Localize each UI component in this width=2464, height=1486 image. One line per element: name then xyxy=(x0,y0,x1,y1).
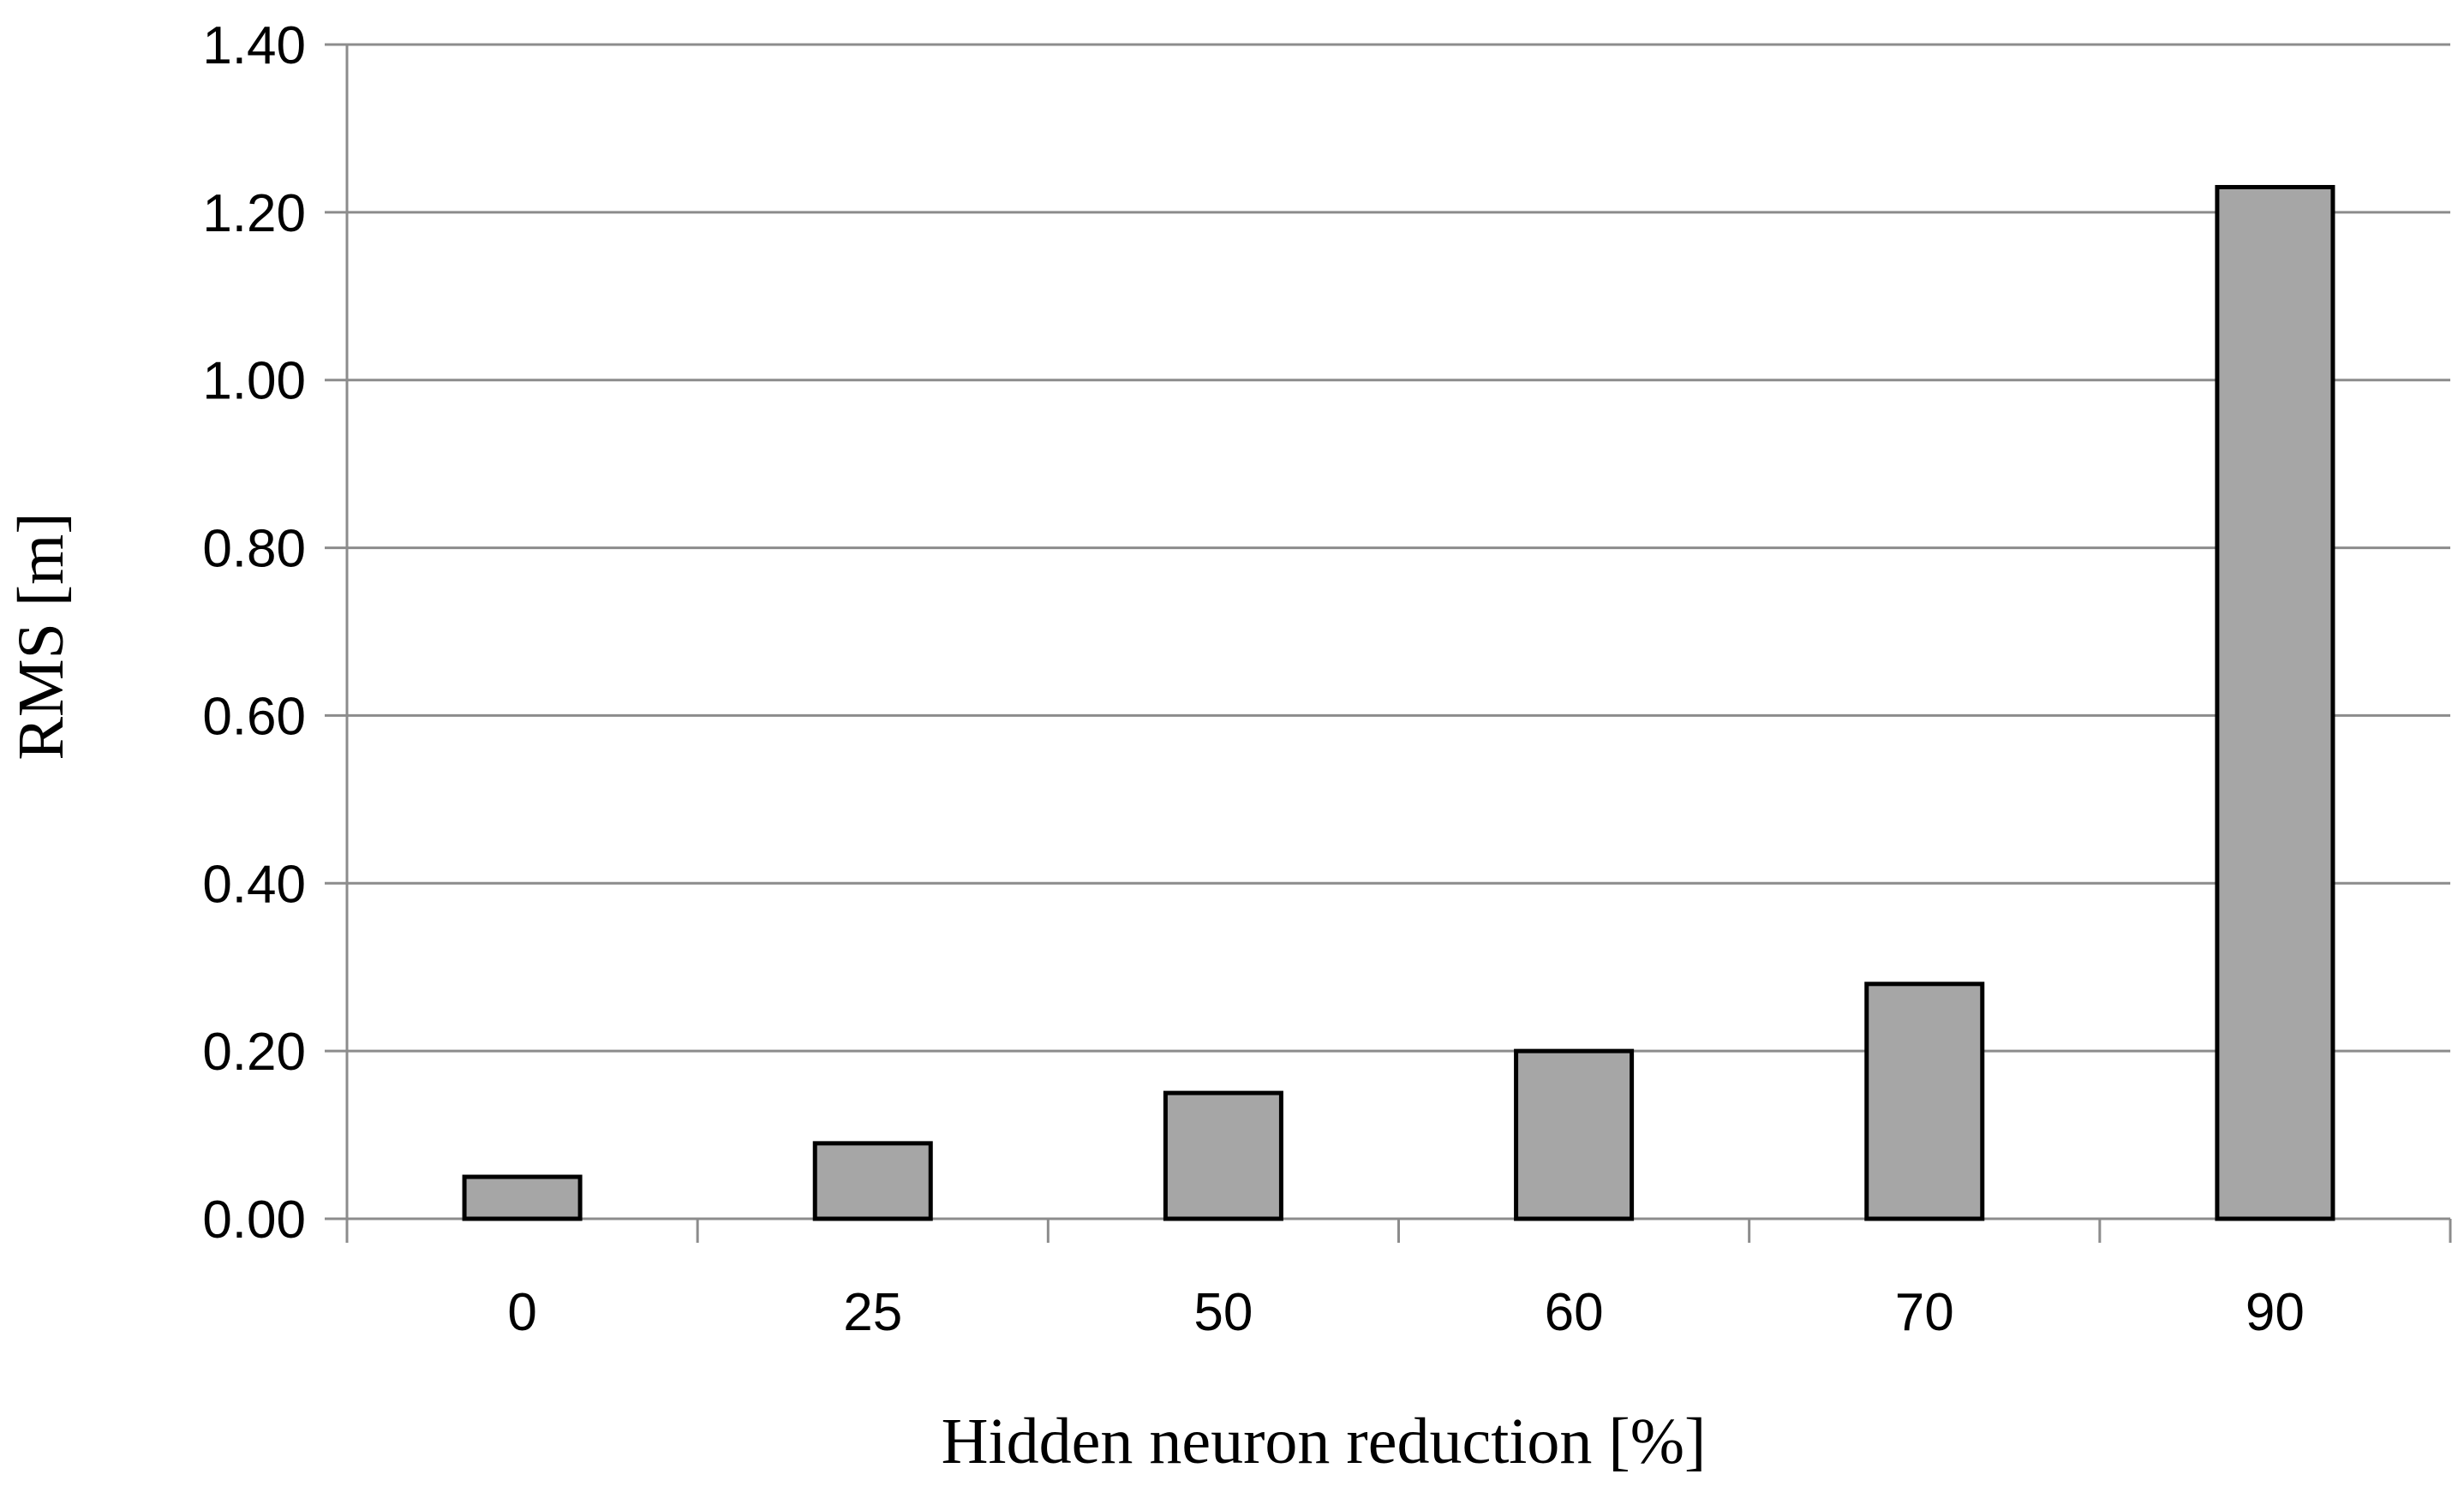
y-tick-label: 1.20 xyxy=(202,184,306,243)
gridlines xyxy=(347,43,2450,1053)
x-tick-label: 25 xyxy=(843,1283,902,1342)
bar-50 xyxy=(1163,1090,1283,1221)
y-tick-label: 1.40 xyxy=(202,16,306,75)
y-axis-title: RMS [m] xyxy=(5,512,77,760)
x-axis-title: Hidden neuron reduction [%] xyxy=(942,1405,1707,1477)
x-tick-labels: 0 25 50 60 70 90 xyxy=(507,1283,2305,1342)
x-tick-label: 60 xyxy=(1545,1283,1604,1342)
bar-70 xyxy=(1864,982,1985,1221)
y-tick-label: 0.60 xyxy=(202,687,306,746)
bar-25 xyxy=(812,1141,933,1221)
y-tick-label: 1.00 xyxy=(202,352,306,411)
bar-90 xyxy=(2215,184,2335,1221)
y-tick-label: 0.20 xyxy=(202,1023,306,1082)
bar-0 xyxy=(462,1174,583,1221)
x-tick-label: 50 xyxy=(1193,1283,1253,1342)
bars xyxy=(462,184,2335,1221)
x-tick-label: 90 xyxy=(2246,1283,2305,1342)
y-tick-labels: 0.00 0.20 0.40 0.60 0.80 1.00 1.20 1.40 xyxy=(202,16,306,1250)
y-tick-label: 0.40 xyxy=(202,855,306,914)
axes xyxy=(325,43,2452,1243)
y-tick-label: 0.80 xyxy=(202,520,306,579)
x-tick-label: 0 xyxy=(507,1283,536,1342)
bar-60 xyxy=(1514,1048,1635,1221)
y-tick-label: 0.00 xyxy=(202,1191,306,1250)
x-tick-label: 70 xyxy=(1895,1283,1954,1342)
